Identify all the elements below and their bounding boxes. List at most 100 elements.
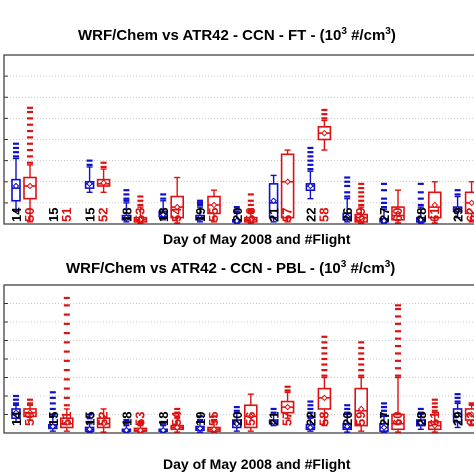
day-tick-label: 14	[9, 207, 24, 222]
day-tick-label: 26	[340, 208, 355, 222]
observation-box	[23, 106, 37, 223]
observation-box	[391, 189, 405, 224]
mean-marker	[137, 216, 144, 224]
mean-marker	[417, 419, 425, 427]
mean-marker	[26, 409, 34, 416]
flight-tick-label: 55	[206, 412, 221, 426]
day-tick-label: 28	[414, 208, 429, 222]
observation-box	[133, 195, 148, 224]
mean-marker	[454, 411, 461, 418]
mean-marker	[247, 216, 255, 224]
model-box	[415, 182, 426, 224]
day-tick-label: 22	[303, 412, 318, 426]
mean-marker	[137, 426, 144, 434]
model-box	[11, 394, 21, 423]
observation-box	[280, 385, 295, 419]
ft-chart-title: WRF/Chem vs ATR42 - CCN - FT - (103 #/cm…	[78, 26, 396, 44]
observation-box	[464, 402, 474, 427]
flight-tick-label: 57	[280, 208, 295, 222]
observation-box	[59, 296, 74, 432]
day-tick-label: 26	[340, 412, 355, 426]
day-tick-label: 20	[230, 412, 245, 426]
mean-marker	[417, 216, 425, 224]
day-tick-label: 19	[193, 208, 208, 222]
model-box	[11, 142, 21, 213]
pbl-panel: WRF/Chem vs ATR42 - CCN - PBL - (103 #/c…	[3, 259, 474, 472]
model-box	[195, 199, 205, 223]
observation-box	[280, 149, 295, 223]
mean-marker	[233, 217, 241, 225]
model-box	[158, 193, 168, 221]
mean-marker	[210, 201, 218, 209]
flight-tick-label: 56	[243, 208, 258, 222]
mean-marker	[86, 180, 93, 188]
day-tick-label: 18	[119, 412, 134, 426]
flight-tick-label: 51	[59, 412, 74, 426]
flight-tick-label: 62	[464, 208, 474, 222]
mean-marker	[394, 418, 402, 426]
flight-tick-label: 53	[132, 412, 147, 426]
mean-marker	[321, 129, 328, 137]
flight-tick-label: 60	[390, 208, 405, 222]
mean-marker	[233, 420, 241, 428]
day-tick-label: 15	[83, 412, 98, 426]
model-box	[452, 189, 463, 219]
mean-marker	[196, 214, 204, 221]
mean-marker	[454, 205, 461, 213]
observation-box	[244, 393, 258, 432]
model-box	[379, 402, 389, 433]
day-tick-label: 18	[156, 412, 171, 426]
day-tick-label: 21	[267, 208, 282, 222]
observation-box	[317, 108, 332, 151]
day-tick-label: 15	[46, 208, 61, 222]
iqr-box	[280, 153, 295, 219]
flight-tick-label: 59	[353, 208, 368, 222]
observation-box	[207, 189, 221, 223]
observation-box	[170, 176, 184, 224]
mean-marker	[196, 425, 204, 432]
mean-marker	[431, 201, 439, 209]
flight-tick-label: 53	[132, 208, 147, 222]
mean-marker	[270, 418, 277, 426]
mean-marker	[380, 424, 388, 431]
mean-marker	[357, 405, 365, 413]
flight-tick-label: 52	[96, 208, 111, 222]
mean-marker	[380, 217, 388, 225]
mean-marker	[159, 426, 167, 434]
model-box	[342, 404, 353, 433]
pbl-x-axis-label: Day of May 2008 and #Flight	[163, 456, 351, 472]
mean-marker	[100, 179, 107, 187]
iqr-box	[11, 178, 21, 202]
observation-box	[427, 398, 442, 433]
day-tick-label: 29	[451, 412, 466, 426]
mean-marker	[321, 394, 328, 402]
observation-box	[170, 407, 184, 433]
pbl-boxes	[11, 296, 474, 434]
day-tick-label: 21	[267, 412, 282, 426]
flight-tick-label: 61	[427, 208, 442, 222]
mean-marker	[307, 182, 314, 190]
flight-tick-label: 58	[316, 208, 331, 222]
flight-tick-label: 57	[280, 412, 295, 426]
mean-marker	[343, 213, 351, 220]
day-tick-label: 15	[83, 208, 98, 222]
flight-tick-label: 54	[169, 207, 184, 222]
observation-box	[133, 420, 148, 434]
observation-box	[427, 181, 442, 224]
day-tick-label: 19	[193, 412, 208, 426]
mean-marker	[26, 182, 34, 190]
model-box	[47, 391, 58, 432]
mean-marker	[307, 424, 314, 431]
mean-marker	[63, 419, 71, 427]
mean-marker	[284, 178, 291, 186]
mean-marker	[394, 210, 402, 217]
model-box	[84, 159, 95, 194]
observation-box	[244, 193, 258, 224]
pbl-gridlines	[4, 303, 474, 415]
mean-marker	[123, 214, 130, 221]
flight-tick-label: 60	[390, 412, 405, 426]
flight-tick-label: 61	[427, 412, 442, 426]
model-box	[415, 407, 426, 430]
